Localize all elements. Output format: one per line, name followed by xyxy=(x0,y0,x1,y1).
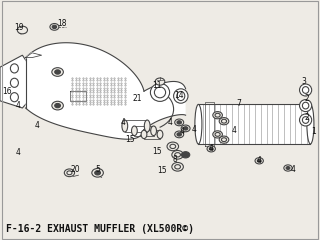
Circle shape xyxy=(219,118,229,125)
Text: 8: 8 xyxy=(172,155,177,164)
Circle shape xyxy=(255,158,263,164)
Polygon shape xyxy=(198,104,310,144)
Circle shape xyxy=(181,125,190,132)
Circle shape xyxy=(155,78,165,85)
Circle shape xyxy=(50,24,59,30)
Text: 18: 18 xyxy=(58,19,67,29)
Text: 4: 4 xyxy=(167,118,172,127)
Circle shape xyxy=(167,142,179,151)
Text: 4: 4 xyxy=(231,126,236,135)
Ellipse shape xyxy=(122,120,128,132)
Text: 7: 7 xyxy=(236,99,241,108)
Circle shape xyxy=(177,121,181,124)
Circle shape xyxy=(52,25,57,29)
Circle shape xyxy=(175,131,184,138)
Circle shape xyxy=(219,136,229,143)
Text: 4: 4 xyxy=(209,144,214,153)
Circle shape xyxy=(183,127,188,130)
Circle shape xyxy=(55,70,60,74)
Text: 3: 3 xyxy=(301,77,307,86)
Circle shape xyxy=(257,159,261,162)
Ellipse shape xyxy=(307,104,314,144)
Text: 4: 4 xyxy=(290,165,295,174)
Circle shape xyxy=(284,165,292,171)
Text: 1: 1 xyxy=(311,127,316,137)
Circle shape xyxy=(177,133,181,136)
Circle shape xyxy=(286,167,290,169)
Circle shape xyxy=(181,152,190,158)
Text: 16: 16 xyxy=(2,87,12,96)
Circle shape xyxy=(213,131,222,138)
Text: 2: 2 xyxy=(305,113,309,122)
Polygon shape xyxy=(26,43,144,139)
Circle shape xyxy=(175,119,184,126)
Polygon shape xyxy=(0,55,29,108)
Ellipse shape xyxy=(144,120,150,132)
Text: 15: 15 xyxy=(125,135,134,144)
Ellipse shape xyxy=(141,130,147,139)
Ellipse shape xyxy=(300,84,312,96)
Ellipse shape xyxy=(157,130,163,139)
Circle shape xyxy=(52,101,63,110)
Text: 21: 21 xyxy=(133,94,142,103)
Ellipse shape xyxy=(173,89,188,103)
Ellipse shape xyxy=(150,84,170,101)
Text: 14: 14 xyxy=(174,91,184,101)
Polygon shape xyxy=(26,53,42,58)
Text: 19: 19 xyxy=(14,23,23,32)
Text: 4: 4 xyxy=(15,148,20,157)
Circle shape xyxy=(172,150,183,159)
Text: 11: 11 xyxy=(152,81,162,90)
Circle shape xyxy=(209,147,213,150)
Circle shape xyxy=(95,171,100,175)
Circle shape xyxy=(17,26,28,34)
Text: 15: 15 xyxy=(152,147,162,156)
Text: 20: 20 xyxy=(70,165,80,174)
Text: 4: 4 xyxy=(257,156,262,165)
Text: F-16-2 EXHAUST MUFFLER (XL500R©): F-16-2 EXHAUST MUFFLER (XL500R©) xyxy=(6,224,195,234)
Text: 2: 2 xyxy=(305,94,309,103)
Text: 5: 5 xyxy=(95,165,100,174)
Ellipse shape xyxy=(300,100,312,112)
Text: 4: 4 xyxy=(121,118,126,127)
Circle shape xyxy=(64,169,75,177)
Circle shape xyxy=(52,68,63,76)
Polygon shape xyxy=(144,81,186,130)
Ellipse shape xyxy=(195,104,202,144)
Circle shape xyxy=(55,103,60,108)
Circle shape xyxy=(207,146,215,152)
Text: 4: 4 xyxy=(180,127,185,137)
Ellipse shape xyxy=(300,114,312,126)
Ellipse shape xyxy=(132,126,137,136)
Text: 15: 15 xyxy=(157,166,166,175)
Ellipse shape xyxy=(151,126,156,136)
Text: 4: 4 xyxy=(15,101,20,110)
Text: 4: 4 xyxy=(34,121,39,131)
Circle shape xyxy=(172,162,183,171)
Text: 4: 4 xyxy=(191,125,196,134)
Circle shape xyxy=(213,112,222,119)
Circle shape xyxy=(92,168,103,177)
